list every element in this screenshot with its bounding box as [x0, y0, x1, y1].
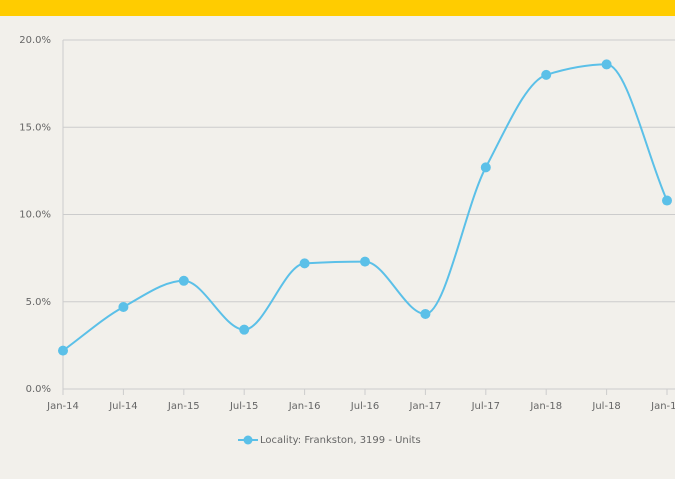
y-tick-label: 0.0% [26, 384, 51, 395]
x-tick-label: Jul-16 [350, 401, 379, 412]
data-point [360, 256, 370, 267]
x-tick-label: Jul-17 [471, 401, 500, 412]
y-tick-label: 10.0% [19, 210, 51, 221]
y-tick-label: 20.0% [19, 35, 51, 46]
x-tick-label: Jan-16 [288, 401, 321, 412]
data-point [58, 345, 68, 356]
data-point [299, 258, 310, 269]
x-tick-label: Jul-18 [591, 401, 620, 412]
legend-label: Locality: Frankston, 3199 - Units [260, 435, 421, 446]
data-point [541, 69, 552, 80]
data-point [239, 324, 250, 335]
x-tick-label: Jan-18 [529, 401, 562, 412]
data-point [601, 59, 612, 70]
header-bar [0, 0, 675, 16]
x-tick-label: Jan-17 [409, 401, 442, 412]
data-point [178, 275, 189, 286]
data-point [118, 301, 129, 312]
x-tick-label: Jan-15 [167, 401, 200, 412]
data-point [420, 308, 431, 319]
y-tick-label: 15.0% [19, 122, 51, 133]
data-point [480, 162, 491, 173]
x-tick-label: Jul-14 [108, 401, 137, 412]
x-tick-label: Jan-14 [46, 401, 79, 412]
x-tick-label: Jan-19 [650, 401, 675, 412]
x-tick-label: Jul-15 [229, 401, 258, 412]
y-tick-label: 5.0% [26, 297, 51, 308]
data-point [662, 195, 672, 206]
legend-marker [243, 435, 253, 445]
